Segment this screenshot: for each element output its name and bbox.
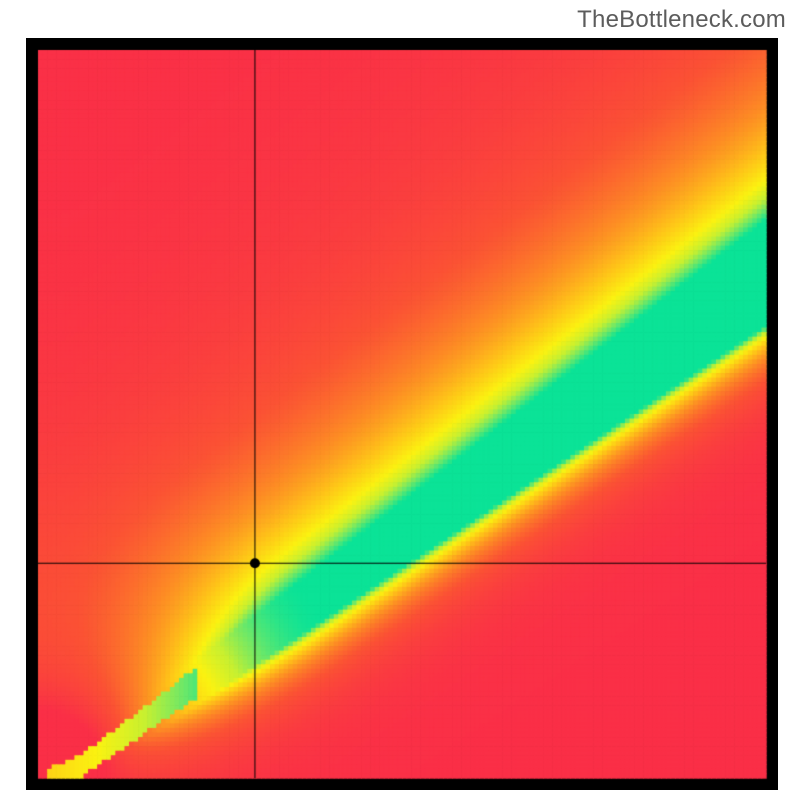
heatmap-canvas [26,38,778,790]
bottleneck-heatmap [26,38,778,790]
watermark-text: TheBottleneck.com [577,6,786,34]
